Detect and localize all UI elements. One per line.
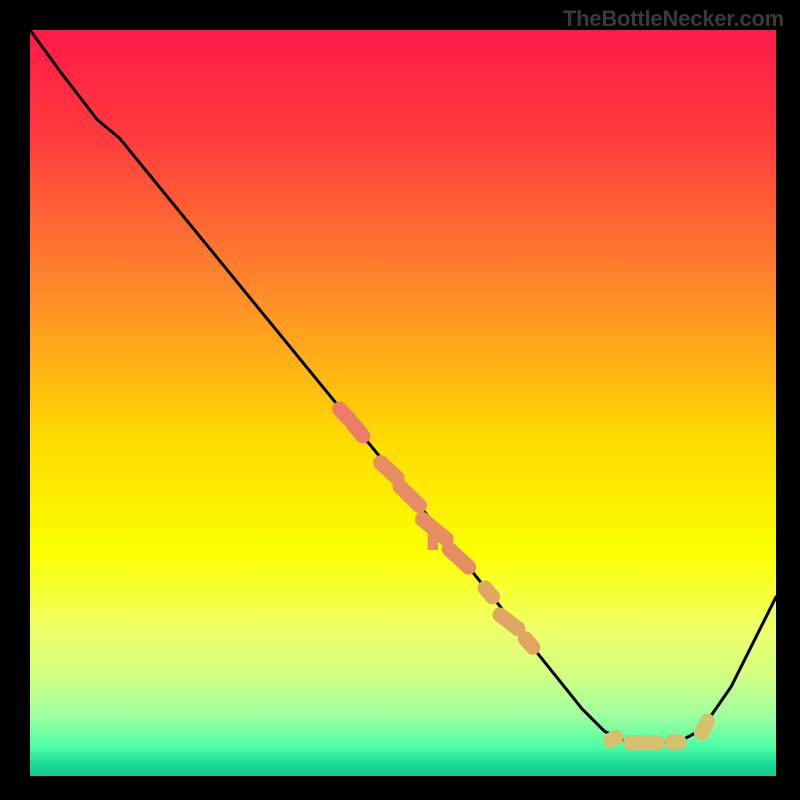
marker-capsule [525,639,532,648]
plot-area [30,30,776,776]
marker-capsule [353,424,363,436]
chart-root: TheBottleNecker.com [0,0,800,800]
chart-svg [30,30,776,776]
watermark-text: TheBottleNecker.com [563,6,784,32]
marker-capsule [701,721,707,733]
gradient-background [30,30,776,776]
marker-capsule [340,409,350,419]
marker-capsule [485,588,492,597]
marker-capsule [610,737,616,740]
